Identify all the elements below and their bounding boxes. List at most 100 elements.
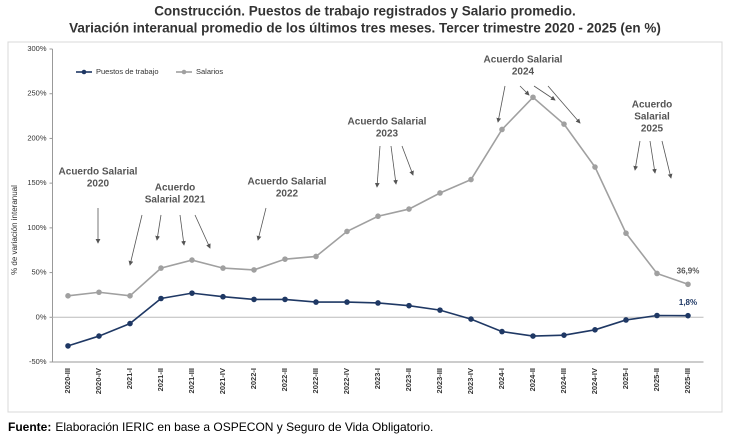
- annotation-arrow: [374, 145, 381, 188]
- point: [406, 302, 412, 309]
- point: [313, 299, 319, 305]
- annotation-arrow: [533, 85, 556, 101]
- annotation: Acuerdo: [632, 100, 673, 111]
- y-tick-label: 50%: [31, 268, 46, 277]
- annotation: Acuerdo: [155, 183, 196, 194]
- point: [468, 176, 474, 183]
- y-tick-label: 100%: [27, 223, 47, 232]
- chart-subtitle: Variación interanual promedio de los últ…: [69, 21, 661, 36]
- y-tick-label: 250%: [27, 89, 47, 98]
- plot-frame: [7, 41, 723, 413]
- point: [282, 296, 288, 303]
- point: [499, 328, 505, 335]
- annotation-arrow: [256, 207, 267, 241]
- x-tick-label: 2021-III: [187, 368, 196, 393]
- annotation-arrow: [649, 140, 657, 174]
- annotation: Salarial 2021: [145, 195, 206, 206]
- x-tick-label: 2020-III: [63, 368, 72, 393]
- x-tick-label: 2021-I: [125, 368, 134, 389]
- point: [375, 213, 381, 220]
- x-tick-label: 2023-II: [404, 368, 413, 391]
- point: [96, 333, 102, 339]
- x-tick-label: 2025-I: [621, 368, 630, 389]
- point: [158, 295, 164, 302]
- annotation-arrow: [496, 85, 506, 123]
- point: [220, 293, 226, 300]
- point: [96, 289, 102, 296]
- chart-title: Construcción. Puestos de trabajo registr…: [154, 4, 576, 19]
- x-tick-label: 2024-IV: [590, 368, 599, 394]
- point: [313, 253, 319, 260]
- legend-label: Puestos de trabajo: [96, 67, 159, 76]
- annotation-arrow: [661, 140, 673, 179]
- x-tick-label: 2023-IV: [466, 368, 475, 394]
- point: [437, 307, 443, 313]
- x-tick-label: 2021-IV: [218, 368, 227, 394]
- x-tick-label: 2024-II: [528, 368, 537, 391]
- annotation: Acuerdo Salarial: [59, 167, 138, 178]
- annotation: 2022: [276, 189, 299, 200]
- point: [65, 293, 71, 299]
- point: [127, 320, 133, 327]
- point: [623, 230, 629, 237]
- point: [561, 121, 567, 127]
- y-tick-label: 150%: [27, 178, 47, 187]
- point: [468, 316, 474, 322]
- x-tick-label: 2023-I: [373, 368, 382, 389]
- y-tick-label: 0%: [36, 312, 47, 321]
- y-tick-label: 200%: [27, 133, 47, 142]
- x-tick-label: 2020-IV: [94, 368, 103, 394]
- y-tick-label: -50%: [29, 357, 47, 366]
- point: [685, 281, 691, 288]
- point: [530, 94, 536, 101]
- annotation-arrow: [194, 214, 211, 249]
- point: [592, 327, 598, 333]
- source-label: Fuente:: [8, 420, 51, 434]
- point: [251, 296, 257, 303]
- x-tick-label: 2022-I: [249, 368, 258, 389]
- point: [654, 312, 660, 319]
- point: [158, 265, 164, 271]
- point: [592, 164, 598, 170]
- annotation: 2024: [512, 67, 535, 78]
- annotation: 2023: [376, 129, 399, 140]
- x-tick-label: 2025-II: [652, 368, 661, 391]
- annotation: 2025: [641, 124, 664, 135]
- annotation: 2020: [87, 179, 110, 190]
- point: [220, 265, 226, 271]
- point: [344, 228, 350, 235]
- x-tick-label: 2021-II: [156, 368, 165, 391]
- legend-marker: [81, 69, 87, 75]
- point: [189, 290, 195, 296]
- point: [127, 293, 133, 299]
- annotation-arrow: [401, 145, 414, 176]
- point: [406, 206, 412, 212]
- point: [530, 333, 536, 339]
- x-tick-label: 2022-IV: [342, 368, 351, 394]
- point: [561, 332, 567, 338]
- annotation-arrow: [179, 214, 186, 246]
- annotation-arrow: [547, 85, 581, 124]
- legend-marker: [181, 69, 187, 75]
- annotation-arrow: [390, 145, 398, 185]
- annotation-arrow: [519, 85, 530, 96]
- point: [499, 126, 505, 133]
- annotation-arrow: [155, 214, 162, 241]
- value-label: 1,8%: [679, 298, 697, 307]
- annotation-arrow: [128, 214, 143, 266]
- point: [282, 256, 288, 262]
- x-tick-label: 2024-I: [497, 368, 506, 389]
- y-axis-label: % de variación interanual: [10, 185, 19, 275]
- x-tick-label: 2023-III: [435, 368, 444, 393]
- annotation-arrow: [633, 140, 641, 171]
- annotation: Acuerdo Salarial: [484, 55, 563, 66]
- annotation: Acuerdo Salarial: [348, 117, 427, 128]
- legend-label: Salarios: [196, 67, 223, 76]
- x-tick-label: 2024-III: [559, 368, 568, 393]
- point: [189, 257, 195, 263]
- x-tick-label: 2022-II: [280, 368, 289, 391]
- y-tick-label: 300%: [27, 44, 47, 53]
- point: [65, 343, 71, 349]
